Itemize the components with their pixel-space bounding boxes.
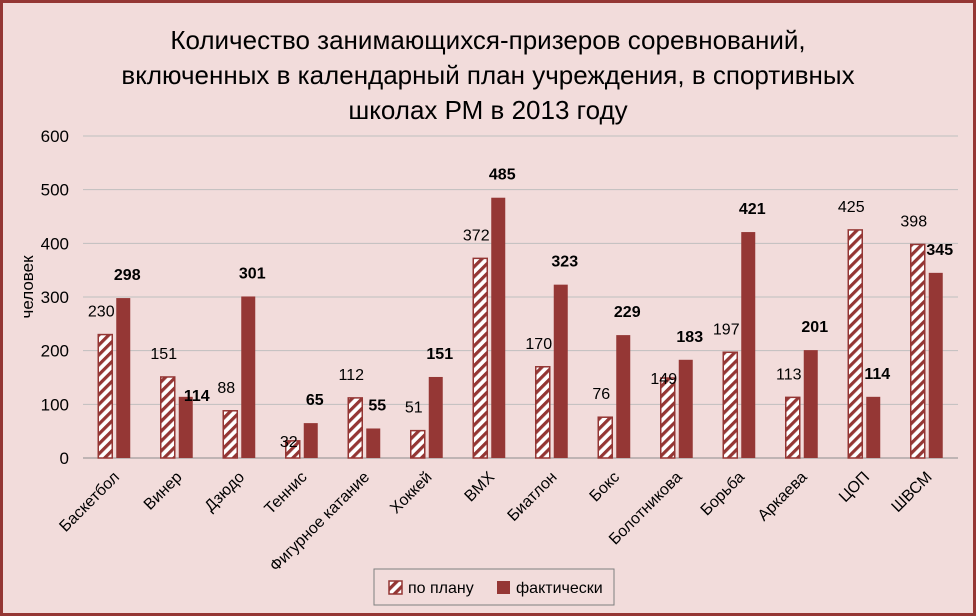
data-label-fact: 298 [114, 267, 141, 284]
data-label-fact: 485 [489, 167, 516, 184]
legend-swatch-fact [497, 581, 510, 594]
legend-swatch-plan [388, 580, 403, 595]
bar-fact [928, 272, 943, 458]
y-axis-label: человек [18, 255, 37, 319]
data-label-fact: 345 [926, 242, 953, 259]
bar-plan [410, 429, 426, 459]
data-label-plan: 398 [900, 213, 927, 230]
x-tick-label: Теннис [262, 469, 311, 518]
data-label-fact: 55 [368, 397, 386, 414]
x-tick-label: Аркаева [755, 469, 811, 525]
bar-fact [803, 350, 818, 458]
bar-plan [535, 366, 551, 459]
y-tick-label: 300 [41, 288, 69, 307]
bars [97, 197, 943, 459]
bar-plan [722, 351, 738, 459]
data-label-plan: 51 [405, 400, 423, 417]
bar-fact [303, 423, 318, 458]
y-tick-label: 200 [41, 342, 69, 361]
x-tick-label: Хоккей [387, 469, 435, 517]
gridlines [83, 135, 958, 459]
data-label-plan: 197 [713, 321, 740, 338]
legend-box [373, 568, 615, 606]
data-label-fact: 301 [239, 265, 266, 282]
bar-plan [910, 243, 926, 459]
data-label-plan: 372 [463, 227, 490, 244]
data-label-fact: 201 [801, 319, 828, 336]
data-label-plan: 151 [150, 346, 177, 363]
chart-title-line-3: школах РМ в 2013 году [348, 95, 627, 125]
x-tick-label: Дзюдо [202, 469, 248, 515]
bar-plan [222, 410, 238, 459]
x-tick-label: ЦОП [836, 469, 873, 506]
x-tick-label: Бокс [587, 469, 623, 505]
legend-label-plan: по плану [408, 580, 474, 597]
x-tick-label: Баскетбол [56, 469, 123, 536]
bar-fact [366, 428, 381, 458]
data-label-plan: 170 [525, 336, 552, 353]
bar-plan [472, 257, 488, 459]
chart-title: Количество занимающихся-призеров соревно… [121, 25, 854, 125]
bar-fact [616, 335, 631, 458]
bar-fact [241, 296, 256, 458]
y-tick-label: 100 [41, 395, 69, 414]
bar-fact [866, 396, 881, 458]
data-label-plan: 88 [217, 380, 235, 397]
data-label-fact: 421 [739, 201, 766, 218]
x-tick-label: Борьба [698, 469, 749, 520]
data-label-fact: 229 [614, 304, 641, 321]
x-tick-label: ШВСМ [889, 469, 936, 516]
data-label-plan: 112 [338, 367, 364, 384]
data-label-plan: 76 [592, 386, 610, 403]
bar-plan [597, 416, 613, 459]
y-axis-ticks: 0 100 200 300 400 500 600 [41, 127, 69, 468]
bar-fact [116, 298, 131, 458]
chart-title-line-1: Количество занимающихся-призеров соревно… [170, 25, 805, 55]
data-label-plan: 425 [838, 199, 865, 216]
bar-fact [491, 197, 506, 458]
chart-title-line-2: включенных в календарный план учреждения… [121, 60, 854, 90]
bar-fact [678, 359, 693, 458]
bar-fact [741, 232, 756, 458]
data-label-plan: 149 [650, 371, 677, 388]
x-tick-label: Винер [141, 469, 186, 514]
bar-plan [785, 396, 801, 459]
legend-label-fact: фактически [516, 580, 603, 597]
data-label-plan: 113 [776, 366, 802, 383]
y-tick-label: 400 [41, 234, 69, 253]
x-tick-label: Биатлон [505, 469, 561, 525]
bar-plan [347, 397, 363, 459]
data-label-fact: 323 [551, 254, 578, 271]
x-tick-label: BMX [462, 469, 499, 506]
data-label-fact: 65 [306, 392, 324, 409]
bar-plan [660, 377, 676, 459]
data-label-plan: 32 [280, 434, 298, 451]
data-label-fact: 183 [676, 329, 703, 346]
bar-plan [285, 440, 301, 459]
chart: Количество занимающихся-призеров соревно… [18, 25, 958, 606]
legend: по плану фактически [373, 568, 615, 606]
y-tick-label: 500 [41, 181, 69, 200]
bar-fact [428, 376, 443, 458]
y-tick-label: 600 [41, 127, 69, 146]
data-label-fact: 114 [864, 366, 890, 383]
data-label-plan: 230 [88, 304, 115, 321]
bar-plan [160, 376, 176, 459]
data-label-fact: 114 [184, 388, 210, 405]
bar-plan [97, 333, 113, 459]
y-tick-label: 0 [60, 449, 69, 468]
bar-fact [178, 396, 193, 458]
bar-fact [553, 284, 568, 458]
data-label-fact: 151 [426, 346, 453, 363]
bar-plan [847, 229, 863, 459]
